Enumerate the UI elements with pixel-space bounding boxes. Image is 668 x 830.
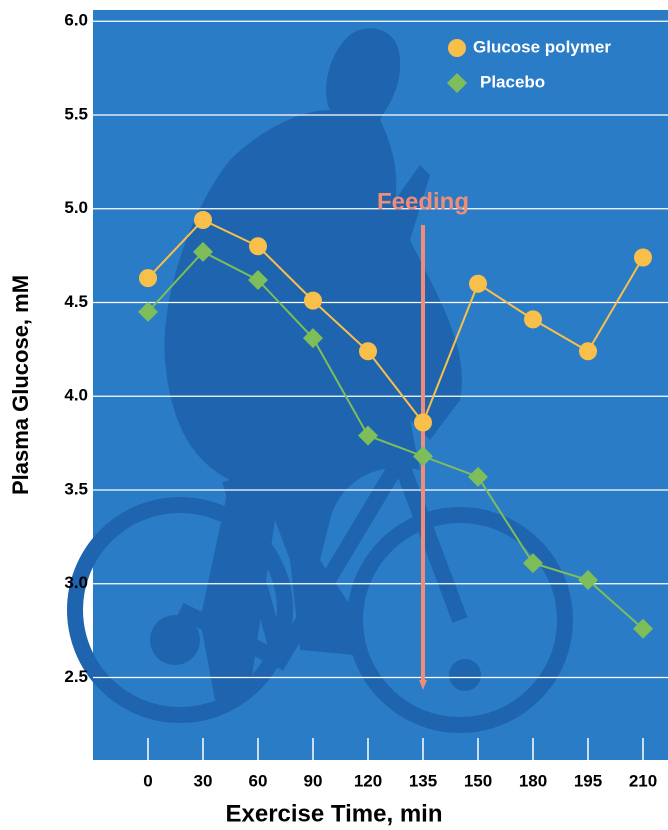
data-point: [413, 446, 433, 467]
legend-marker: [448, 39, 466, 57]
legend-marker: [447, 73, 467, 93]
y-tick-label: 5.5: [64, 104, 88, 123]
x-tick-label: 90: [304, 771, 323, 790]
data-point: [358, 425, 378, 446]
data-point: [579, 342, 597, 361]
annotation-arrowhead: [419, 680, 427, 690]
data-point: [524, 310, 542, 329]
x-axis-title: Exercise Time, min: [225, 800, 442, 827]
data-point: [303, 328, 323, 349]
data-point: [304, 291, 322, 310]
y-tick-label: 4.0: [64, 386, 88, 405]
data-point: [634, 248, 652, 267]
data-point: [633, 618, 653, 639]
y-axis-title: Plasma Glucose, mM: [8, 275, 33, 495]
x-tick-label: 30: [194, 771, 213, 790]
y-tick-label: 5.0: [64, 198, 88, 217]
data-point: [194, 211, 212, 229]
data-point: [248, 270, 268, 290]
data-point: [468, 466, 488, 487]
data-point: [193, 241, 213, 262]
y-tick-label: 3.0: [64, 573, 88, 592]
y-tick-label: 4.5: [64, 292, 88, 311]
data-point: [523, 553, 543, 574]
x-tick-label: 60: [249, 771, 268, 790]
data-point: [249, 237, 267, 256]
x-tick-label: 135: [409, 771, 437, 790]
data-point: [138, 301, 158, 322]
data-point: [359, 342, 377, 361]
x-tick-label: 120: [354, 771, 382, 790]
x-tick-label: 0: [143, 771, 152, 790]
data-point: [414, 413, 432, 432]
legend-label: Placebo: [480, 72, 545, 91]
data-point: [578, 570, 598, 590]
x-tick-label: 210: [629, 771, 657, 790]
y-tick-label: 6.0: [64, 11, 88, 30]
bicycle-silhouette: [67, 441, 573, 733]
x-tick-label: 180: [519, 771, 547, 790]
y-tick-label: 2.5: [64, 667, 88, 686]
x-tick-label: 195: [574, 771, 602, 790]
annotation-text: Feeding: [377, 188, 469, 215]
x-tick-label: 150: [464, 771, 492, 790]
y-tick-label: 3.5: [64, 479, 88, 498]
data-point: [469, 274, 487, 293]
legend-label: Glucose polymer: [473, 37, 611, 56]
series-line: [147, 218, 644, 425]
data-point: [139, 269, 157, 288]
series-line: [147, 250, 644, 630]
